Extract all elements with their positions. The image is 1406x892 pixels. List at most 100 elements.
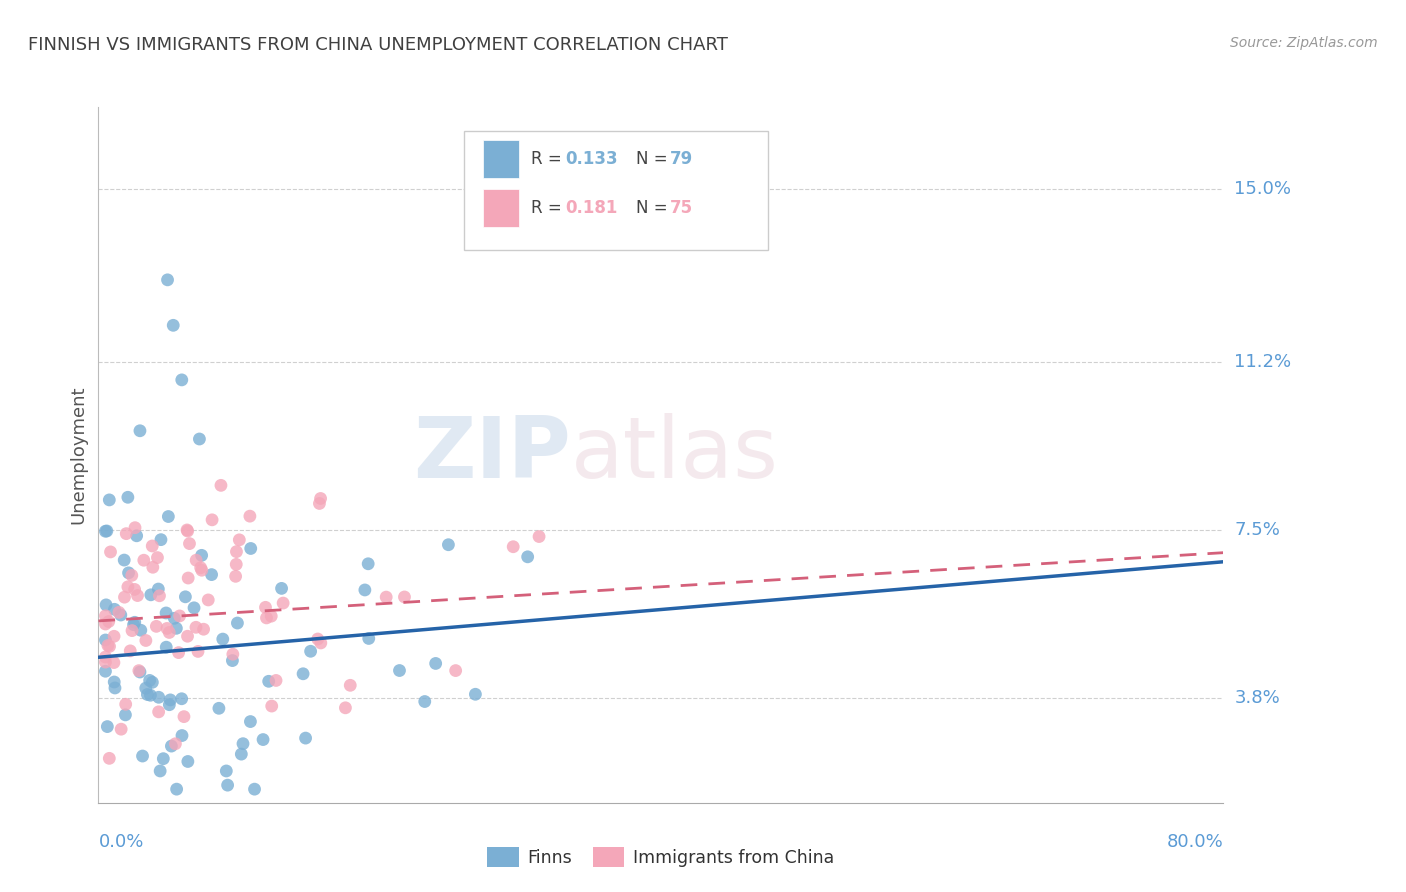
Point (103, 602, 125, 616)
Point (354, 582, 377, 597)
Point (98, 492, 121, 507)
Point (217, 778, 239, 792)
Point (307, 632, 329, 646)
Point (190, 549, 212, 563)
Point (136, 688, 159, 702)
FancyBboxPatch shape (464, 131, 768, 250)
Point (97, 639, 120, 653)
Point (131, 749, 153, 764)
Point (335, 701, 357, 715)
Point (94, 524, 117, 539)
Text: ZIP: ZIP (413, 413, 571, 497)
Point (157, 698, 180, 712)
Point (184, 620, 207, 634)
Point (110, 607, 132, 622)
Text: 0.181: 0.181 (565, 199, 617, 217)
Point (201, 513, 224, 527)
Point (225, 544, 247, 558)
Point (232, 737, 254, 751)
Point (200, 567, 222, 582)
Point (103, 629, 125, 643)
Point (121, 568, 143, 582)
Point (221, 654, 243, 668)
Point (339, 678, 361, 692)
Point (132, 553, 155, 567)
Text: 15.0%: 15.0% (1234, 180, 1291, 198)
Point (94, 655, 117, 669)
Point (98, 640, 121, 654)
Point (114, 707, 136, 722)
Point (146, 550, 169, 565)
Point (159, 693, 181, 707)
Point (108, 605, 131, 619)
Point (502, 540, 524, 554)
Point (148, 582, 170, 596)
Point (176, 524, 198, 538)
Point (231, 747, 253, 761)
Point (152, 752, 174, 766)
Point (188, 432, 211, 446)
Point (166, 782, 188, 797)
Point (114, 698, 136, 712)
Point (157, 625, 180, 640)
Point (122, 617, 145, 632)
Point (97, 615, 120, 629)
Point (157, 509, 180, 524)
Point (120, 644, 142, 658)
Point (128, 664, 150, 678)
Point (135, 633, 157, 648)
Bar (484, 140, 519, 178)
Point (437, 538, 460, 552)
Text: 11.2%: 11.2% (1234, 352, 1292, 371)
Point (124, 521, 146, 535)
Point (375, 590, 398, 604)
Point (197, 593, 219, 607)
Point (187, 644, 209, 658)
Point (149, 764, 172, 778)
Point (169, 609, 191, 624)
Text: 0.0%: 0.0% (98, 833, 143, 851)
Point (226, 615, 249, 630)
Point (117, 580, 139, 594)
Point (225, 558, 247, 572)
Point (294, 731, 316, 745)
Point (190, 560, 212, 574)
Point (257, 674, 280, 689)
Point (444, 664, 467, 678)
Point (260, 699, 283, 714)
Point (179, 536, 201, 550)
Point (464, 687, 486, 701)
Point (243, 782, 266, 797)
Point (211, 632, 233, 646)
Point (186, 553, 208, 567)
Point (94, 665, 117, 679)
Point (215, 764, 238, 778)
Point (264, 673, 287, 688)
Point (94, 650, 117, 665)
Text: N =: N = (636, 150, 673, 169)
Point (114, 590, 136, 604)
Point (170, 729, 193, 743)
Point (156, 273, 179, 287)
Point (104, 681, 127, 695)
Point (124, 615, 146, 630)
Point (177, 755, 200, 769)
Point (125, 529, 148, 543)
Point (100, 545, 122, 559)
Point (173, 709, 195, 723)
Text: atlas: atlas (571, 413, 779, 497)
Point (254, 600, 277, 615)
Point (96, 524, 118, 538)
Point (156, 622, 179, 636)
Text: 80.0%: 80.0% (1167, 833, 1223, 851)
Point (527, 530, 550, 544)
Point (96, 720, 118, 734)
Point (252, 732, 274, 747)
Point (209, 478, 232, 492)
Text: N =: N = (636, 199, 673, 217)
Legend: Finns, Immigrants from China: Finns, Immigrants from China (481, 840, 841, 874)
Point (165, 621, 187, 635)
Point (183, 600, 205, 615)
Point (357, 557, 380, 571)
Point (256, 611, 278, 625)
